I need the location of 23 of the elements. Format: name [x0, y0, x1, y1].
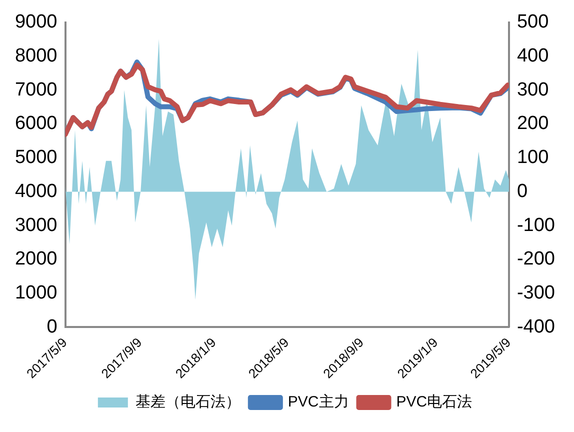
y2-tick-label: 0: [516, 180, 528, 202]
y2-tick-label: 400: [516, 46, 549, 66]
y-tick-label: 0: [46, 316, 58, 338]
y2-tick-label: 200: [516, 113, 549, 134]
y-tick-label: 6000: [14, 113, 58, 134]
y2-tick-label: -300: [516, 282, 556, 304]
legend-label: PVC电石法: [396, 394, 472, 411]
y2-tick-label: 500: [516, 12, 549, 33]
y-tick-label: 4000: [14, 180, 58, 202]
y2-tick-label: 300: [516, 79, 549, 100]
y2-tick-label: -200: [516, 248, 556, 270]
y2-tick-label: 100: [516, 147, 549, 168]
y2-tick-label: -400: [516, 316, 556, 338]
y-tick-label: 7000: [14, 79, 58, 100]
y2-tick-label: -100: [516, 214, 556, 236]
y-tick-label: 2000: [14, 248, 58, 270]
y-tick-label: 8000: [14, 46, 58, 66]
y-tick-label: 9000: [14, 12, 58, 33]
y-tick-label: 1000: [14, 282, 58, 304]
y-tick-label: 5000: [14, 147, 58, 168]
legend-label: 基差（电石法）: [135, 394, 240, 411]
y-tick-label: 3000: [14, 214, 58, 236]
legend-label: PVC主力: [288, 394, 349, 411]
